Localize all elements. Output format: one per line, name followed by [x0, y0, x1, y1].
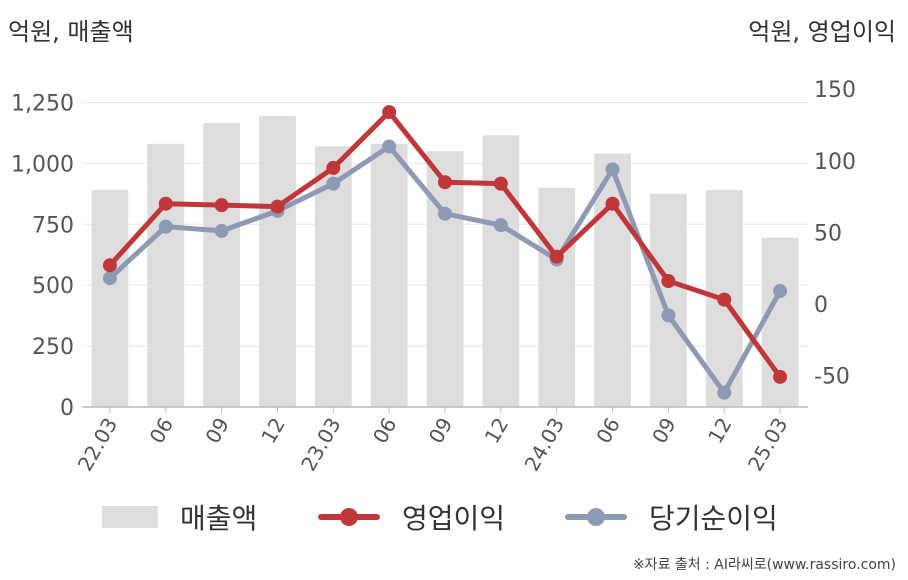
- point-operating-profit: [214, 198, 229, 213]
- point-net-income: [605, 162, 620, 177]
- x-tick-label: 09: [424, 414, 458, 448]
- legend-swatch-net-income: [565, 506, 627, 528]
- y-left-tick-label: 1,000: [11, 152, 74, 177]
- x-tick-label: 24.03: [520, 414, 569, 476]
- point-operating-profit: [717, 292, 732, 307]
- point-operating-profit: [270, 199, 285, 214]
- point-operating-profit: [158, 196, 173, 211]
- bar-sales: [538, 187, 576, 407]
- y-right-tick-label: 100: [814, 150, 856, 175]
- point-net-income: [214, 223, 229, 238]
- point-operating-profit: [661, 274, 676, 289]
- y-left-tick-label: 1,250: [11, 91, 74, 116]
- x-tick-label: 12: [480, 414, 514, 448]
- y-left-tick-label: 0: [60, 396, 74, 421]
- point-operating-profit: [773, 369, 788, 384]
- x-tick-label: 06: [145, 414, 179, 448]
- point-operating-profit: [326, 160, 341, 175]
- y-right-tick-label: 0: [814, 293, 828, 318]
- point-net-income: [773, 284, 788, 299]
- bar-sales: [147, 143, 185, 407]
- legend-label-operating-profit: 영업이익: [402, 502, 506, 535]
- legend-label-sales: 매출액: [180, 502, 258, 535]
- left-axis-unit: 억원, 매출액: [8, 18, 134, 46]
- y-right-tick-label: 150: [814, 78, 856, 103]
- x-tick-label: 09: [647, 414, 681, 448]
- point-net-income: [661, 308, 676, 323]
- point-net-income: [438, 206, 452, 221]
- legend-item-sales: 매출액: [102, 492, 257, 542]
- point-net-income: [102, 271, 117, 286]
- point-operating-profit: [605, 196, 620, 211]
- chart-legend: 매출액 영업이익 당기순이익: [0, 492, 908, 542]
- right-axis-unit: 억원, 영업이익: [748, 18, 896, 46]
- point-operating-profit: [382, 105, 397, 120]
- bar-sales: [370, 143, 408, 407]
- point-net-income: [326, 176, 341, 191]
- bar-sales: [426, 151, 464, 407]
- legend-label-net-income: 당기순이익: [649, 502, 778, 535]
- x-tick-label: 22.03: [73, 414, 122, 476]
- legend-swatch-sales: [102, 506, 158, 528]
- x-tick-label: 06: [368, 414, 402, 448]
- point-net-income: [158, 219, 173, 234]
- x-tick-label: 25.03: [743, 414, 792, 476]
- source-credit: ※자료 출처 : AI라씨로(www.rassiro.com): [632, 557, 896, 573]
- point-operating-profit: [102, 258, 117, 273]
- x-tick-label: 12: [256, 414, 290, 448]
- bar-sales: [259, 115, 296, 407]
- bar-sales: [91, 190, 129, 407]
- point-net-income: [493, 218, 508, 233]
- point-net-income: [717, 385, 732, 400]
- y-left-tick-label: 250: [32, 335, 74, 360]
- x-tick-label: 06: [591, 414, 625, 448]
- legend-swatch-operating-profit: [318, 506, 380, 528]
- y-left-tick-label: 750: [32, 213, 74, 238]
- bar-sales: [649, 193, 687, 407]
- x-tick-label: 23.03: [296, 414, 345, 476]
- bar-sales: [203, 123, 241, 407]
- y-right-tick-label: -50: [814, 365, 850, 390]
- y-left-tick-label: 500: [32, 274, 74, 299]
- point-operating-profit: [549, 249, 564, 264]
- legend-item-operating-profit: 영업이익: [318, 492, 505, 542]
- legend-item-net-income: 당기순이익: [565, 492, 778, 542]
- point-operating-profit: [493, 176, 508, 191]
- combo-chart: 0 250 500 750 1,000 1,250 -50 0 50 100 150 22.03 06 0…: [11, 78, 856, 476]
- point-operating-profit: [438, 175, 452, 190]
- x-tick-label: 09: [200, 414, 234, 448]
- point-net-income: [382, 139, 397, 154]
- bar-sales: [482, 135, 520, 407]
- y-right-tick-label: 50: [814, 221, 842, 246]
- x-tick-label: 12: [703, 414, 737, 448]
